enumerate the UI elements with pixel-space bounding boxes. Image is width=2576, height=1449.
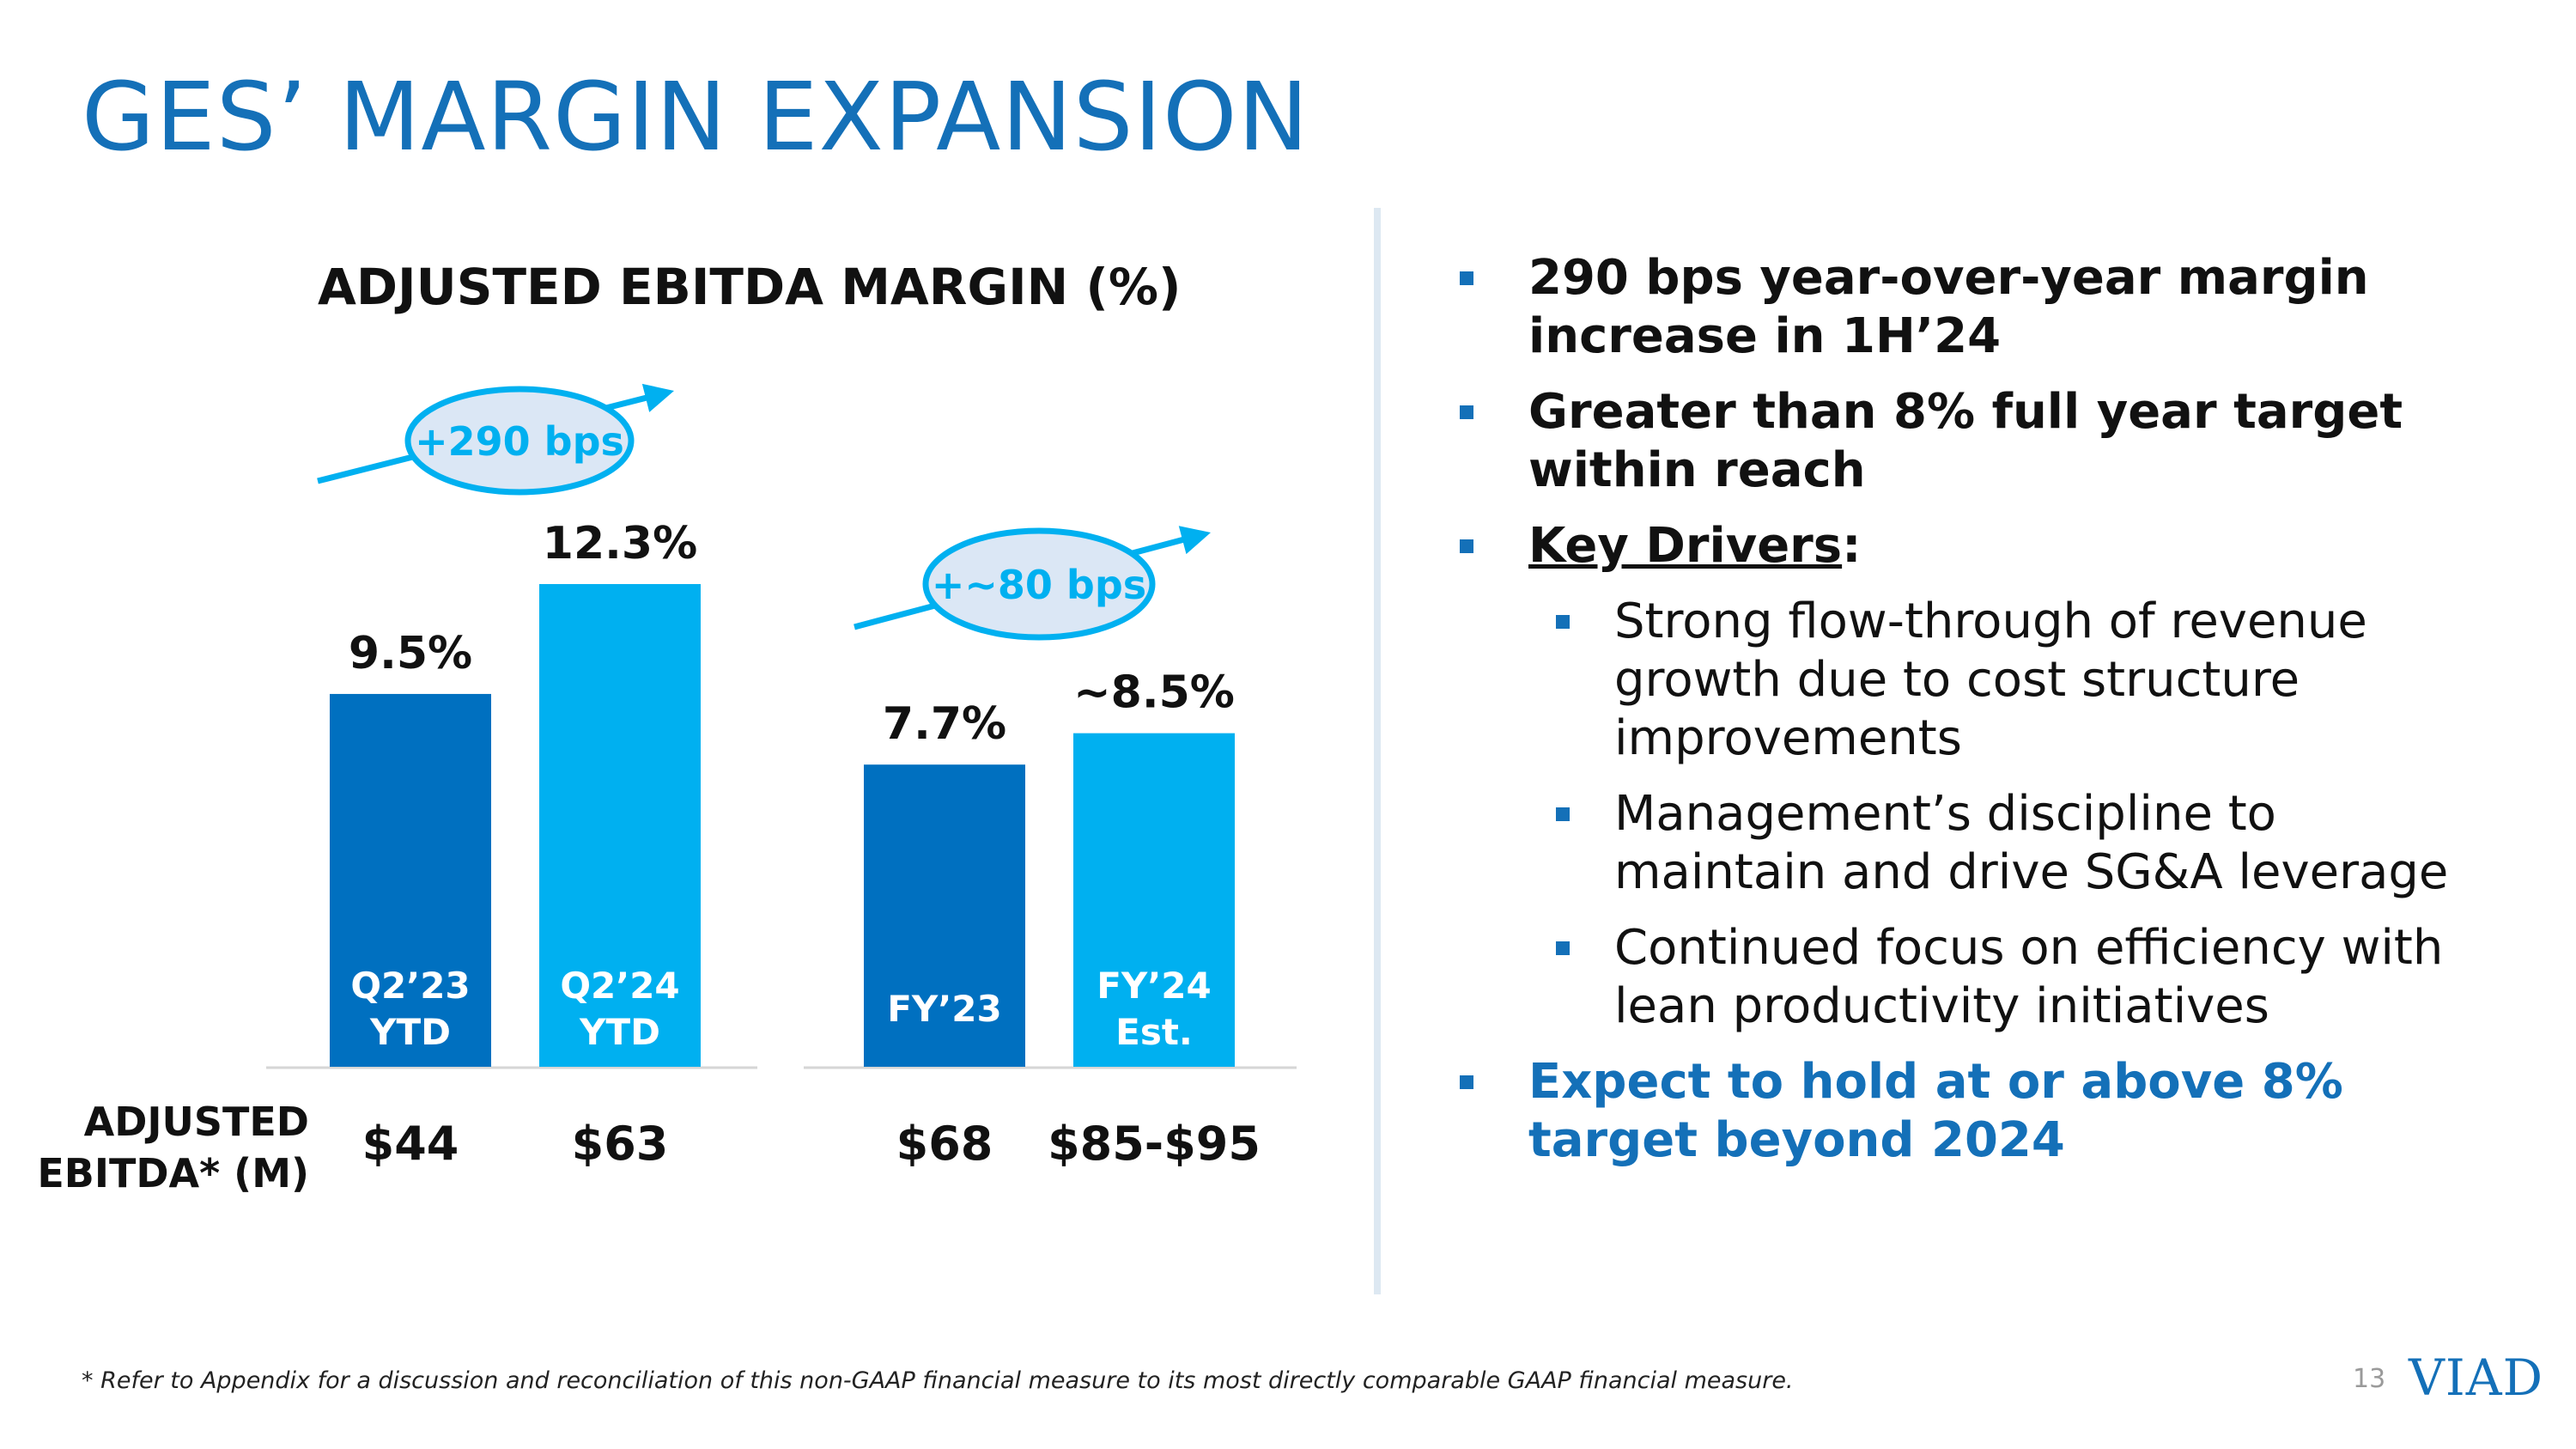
bar-category-label: FY’24 (1097, 965, 1212, 1007)
change-label: +290 bps (415, 418, 624, 465)
viad-logo: VIAD (2409, 1349, 2544, 1407)
page-number: 13 (2353, 1364, 2386, 1394)
bullet-square-icon (1460, 1075, 1473, 1089)
sub-bullet-item: Continued focus on efficiency with lean … (1460, 919, 2490, 1036)
bullet-item: Greater than 8% full year target within … (1460, 383, 2490, 500)
bar (539, 584, 701, 1067)
key-drivers-heading: Key Drivers (1528, 518, 1843, 574)
ebitda-value: $63 (572, 1117, 669, 1171)
ebitda-value: $44 (362, 1117, 459, 1171)
ebitda-row-label: ADJUSTED (84, 1099, 309, 1145)
margin-bar-chart: 9.5%Q2’23YTD$4412.3%Q2’24YTD$637.7%FY’23… (37, 383, 1297, 1196)
footnote: * Refer to Appendix for a discussion and… (82, 1367, 1794, 1394)
bullet-square-icon (1556, 941, 1570, 955)
bar-category-label: FY’23 (887, 988, 1002, 1030)
bar-value-label: ~8.5% (1073, 667, 1235, 719)
bullet-list: 290 bps year-over-year margin increase i… (1460, 249, 2490, 1187)
ebitda-value: $85-$95 (1048, 1117, 1261, 1171)
bullet-item-key-drivers: Key Drivers: (1460, 517, 2490, 575)
chart-title: ADJUSTED EBITDA MARGIN (%) (318, 258, 1182, 316)
vertical-divider (1374, 208, 1381, 1294)
sub-bullet-item: Strong flow-through of revenue growth du… (1460, 593, 2490, 768)
bar (330, 693, 491, 1067)
bullet-square-icon (1460, 539, 1473, 553)
change-label: +~80 bps (932, 562, 1146, 608)
sub-bullet-text: Management’s discipline to maintain and … (1614, 786, 2449, 900)
slide-title: GES’ MARGIN EXPANSION (82, 62, 1309, 172)
bullet-square-icon (1460, 271, 1473, 285)
bar-category-label: Q2’23 (350, 965, 470, 1007)
bullet-square-icon (1460, 405, 1473, 419)
growth-arrow-head (1178, 526, 1211, 555)
bar-category-label: Est. (1115, 1011, 1193, 1053)
bullet-text: Expect to hold at or above 8% target bey… (1528, 1054, 2343, 1168)
sub-bullet-text: Continued focus on efficiency with lean … (1614, 920, 2444, 1034)
bar (1073, 733, 1235, 1067)
key-drivers-colon: : (1842, 518, 1862, 574)
bullet-item: 290 bps year-over-year margin increase i… (1460, 249, 2490, 366)
change-bubble (404, 386, 635, 496)
bullet-square-icon (1556, 615, 1570, 629)
bar-category-label: YTD (369, 1011, 451, 1053)
growth-arrow-head (641, 383, 674, 412)
sub-bullet-text: Strong flow-through of revenue growth du… (1614, 594, 2367, 766)
bullet-text: Greater than 8% full year target within … (1528, 384, 2403, 498)
bar (864, 764, 1025, 1067)
bullet-item-outlook: Expect to hold at or above 8% target bey… (1460, 1053, 2490, 1170)
bullet-square-icon (1556, 807, 1570, 821)
bar-category-label: YTD (579, 1011, 660, 1053)
bar-value-label: 7.7% (883, 698, 1006, 750)
bar-value-label: 12.3% (543, 518, 697, 569)
ebitda-row-label: EBITDA* (M) (37, 1150, 309, 1196)
sub-bullet-item: Management’s discipline to maintain and … (1460, 785, 2490, 902)
ebitda-value: $68 (896, 1117, 993, 1171)
bar-value-label: 9.5% (349, 628, 472, 679)
change-bubble (922, 527, 1156, 641)
bar-category-label: Q2’24 (560, 965, 679, 1007)
bullet-text: 290 bps year-over-year margin increase i… (1528, 250, 2369, 364)
